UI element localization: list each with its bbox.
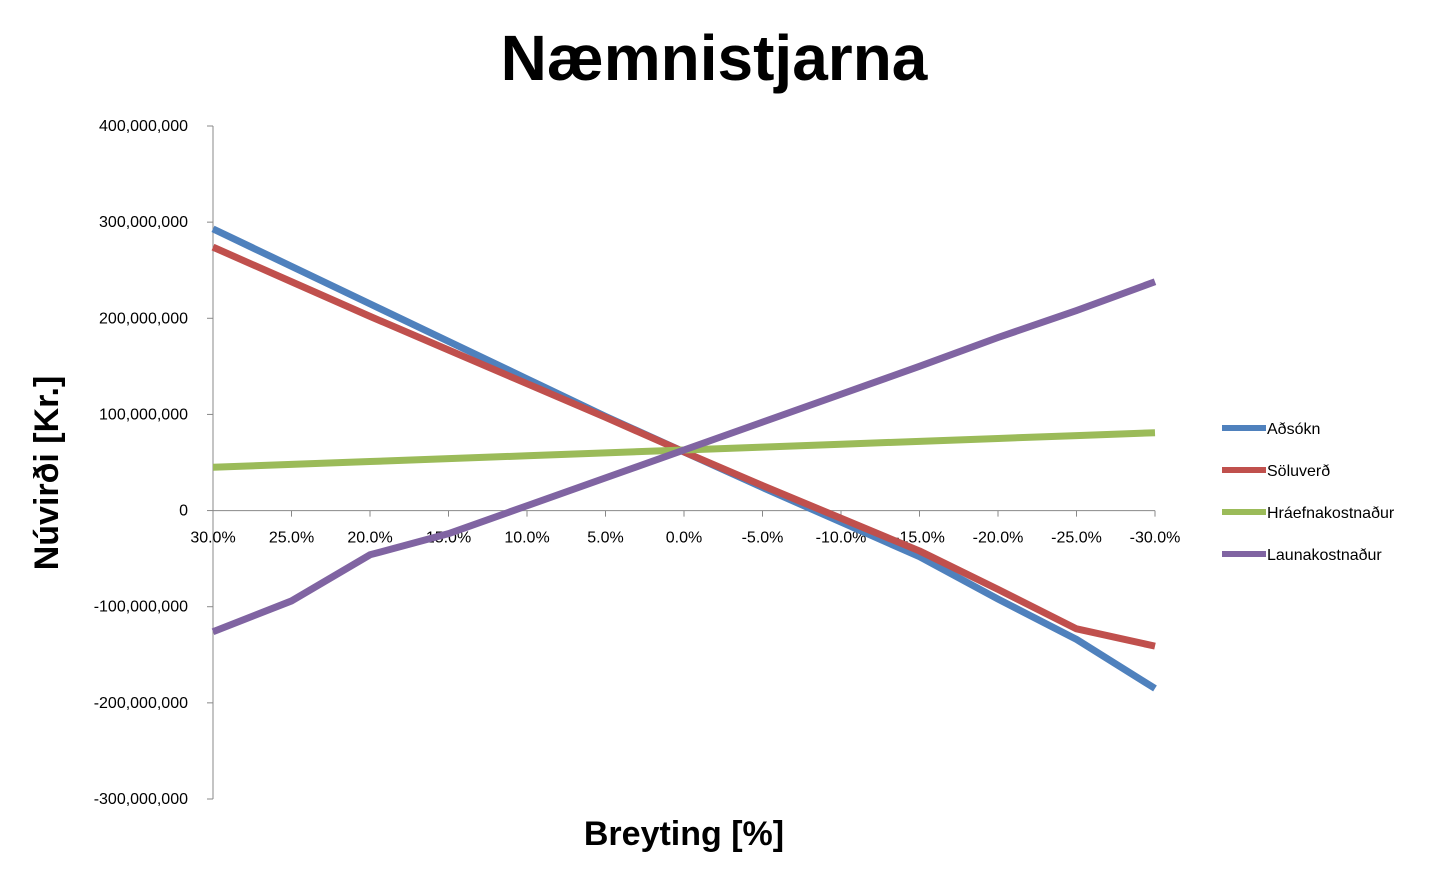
x-axis-title: Breyting [%] <box>584 815 784 853</box>
chart-title: Næmnistjarna <box>501 22 928 94</box>
x-tick-label: 25.0% <box>269 530 314 547</box>
y-tick-label: 400,000,000 <box>99 118 188 135</box>
y-tick-label: -200,000,000 <box>94 695 188 712</box>
y-tick-label: 0 <box>179 503 188 520</box>
y-tick-label: 300,000,000 <box>99 214 188 231</box>
axes: 400,000,000 300,000,000 200,000,000 100,000… <box>94 118 1181 808</box>
x-tick-label: 30.0% <box>190 530 235 547</box>
y-tick-label: 100,000,000 <box>99 406 188 423</box>
x-tick-label: 5.0% <box>587 530 623 547</box>
y-axis-title: Núvirði [Kr.] <box>28 376 66 571</box>
x-tick-label: -20.0% <box>973 530 1024 547</box>
legend-label: Hráefnakostnaður <box>1267 505 1395 522</box>
series-line <box>211 278 1157 635</box>
series-layer <box>211 225 1157 692</box>
x-tick-label: 0.0% <box>666 530 702 547</box>
x-tick-label: -30.0% <box>1130 530 1181 547</box>
legend-label: Söluverð <box>1267 463 1330 480</box>
x-tick-label: -25.0% <box>1051 530 1102 547</box>
legend: Aðsókn Söluverð Hráefnakostnaður Launakostn… <box>1222 421 1395 564</box>
y-tick-label: -100,000,000 <box>94 599 188 616</box>
y-tick-label: 200,000,000 <box>99 310 188 327</box>
legend-label: Aðsókn <box>1267 421 1320 438</box>
y-tick-label: -300,000,000 <box>94 791 188 808</box>
x-tick-label: 10.0% <box>504 530 549 547</box>
x-tick-label: -5.0% <box>742 530 784 547</box>
legend-label: Launakostnaður <box>1267 547 1382 564</box>
x-tick-label: 20.0% <box>347 530 392 547</box>
x-tick-label: -10.0% <box>816 530 867 547</box>
